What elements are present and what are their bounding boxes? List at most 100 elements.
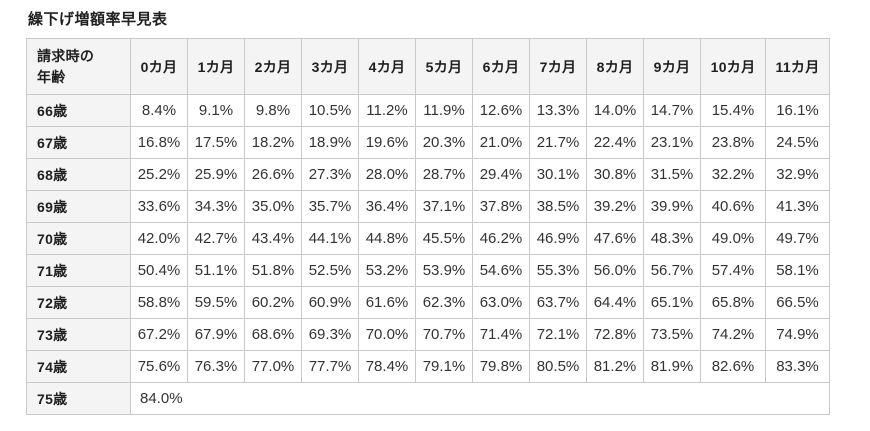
age-row-header: 71歳 <box>26 254 131 287</box>
rate-cell: 36.4% <box>358 190 416 223</box>
rate-cell: 57.4% <box>700 254 766 287</box>
rate-cell: 51.8% <box>244 254 302 287</box>
rate-cell: 27.3% <box>301 158 359 191</box>
age-row-header: 73歳 <box>26 318 131 351</box>
rate-cell: 65.1% <box>643 286 701 319</box>
page-title: 繰下げ増額率早見表 <box>28 11 168 28</box>
rate-cell: 41.3% <box>765 190 830 223</box>
rate-cell: 11.9% <box>415 94 473 127</box>
month-header-cell: 0カ月 <box>130 38 188 95</box>
rate-cell: 28.7% <box>415 158 473 191</box>
rate-cell: 23.1% <box>643 126 701 159</box>
age-row-header: 68歳 <box>26 158 131 191</box>
header-row: 請求時の 年齢 0カ月 1カ月 2カ月 3カ月 4カ月 5カ月 6カ月 7カ月 8カ月 9カ月 10カ… <box>26 38 830 95</box>
rate-cell: 74.2% <box>700 318 766 351</box>
rate-cell: 82.6% <box>700 350 766 383</box>
corner-header-line: 請求時の <box>37 47 95 64</box>
table-row: 73歳 67.2% 67.9% 68.6% 69.3% 70.0% 70.7% 71.4% 72… <box>26 318 830 351</box>
rate-cell: 73.5% <box>643 318 701 351</box>
rate-cell: 66.5% <box>765 286 830 319</box>
month-header-cell: 9カ月 <box>643 38 701 95</box>
rate-cell: 19.6% <box>358 126 416 159</box>
rate-cell: 76.3% <box>187 350 245 383</box>
rate-cell: 25.9% <box>187 158 245 191</box>
month-header-cell: 1カ月 <box>187 38 245 95</box>
rate-cell: 79.8% <box>472 350 530 383</box>
rate-cell: 81.2% <box>586 350 644 383</box>
rate-cell: 33.6% <box>130 190 188 223</box>
rate-cell: 15.4% <box>700 94 766 127</box>
age-row-header: 72歳 <box>26 286 131 319</box>
rate-cell: 71.4% <box>472 318 530 351</box>
rate-cell: 72.1% <box>529 318 587 351</box>
rate-cell: 24.5% <box>765 126 830 159</box>
rate-cell: 16.1% <box>765 94 830 127</box>
rate-cell: 67.2% <box>130 318 188 351</box>
month-header-cell: 7カ月 <box>529 38 587 95</box>
rate-cell: 14.0% <box>586 94 644 127</box>
rate-cell: 83.3% <box>765 350 830 383</box>
month-header-cell: 11カ月 <box>765 38 830 95</box>
rate-cell: 23.8% <box>700 126 766 159</box>
rate-cell: 18.9% <box>301 126 359 159</box>
rate-cell: 32.9% <box>765 158 830 191</box>
table-row: 71歳 50.4% 51.1% 51.8% 52.5% 53.2% 53.9% 54.6% 55… <box>26 254 830 287</box>
rate-cell: 12.6% <box>472 94 530 127</box>
rate-cell: 54.6% <box>472 254 530 287</box>
rate-cell: 20.3% <box>415 126 473 159</box>
month-header-cell: 2カ月 <box>244 38 302 95</box>
table-row: 66歳 8.4% 9.1% 9.8% 10.5% 11.2% 11.9% 12.6% 13.3%… <box>26 94 830 127</box>
rate-cell: 65.8% <box>700 286 766 319</box>
rate-cell: 60.9% <box>301 286 359 319</box>
rate-cell: 75.6% <box>130 350 188 383</box>
rate-cell: 9.8% <box>244 94 302 127</box>
month-header-cell: 4カ月 <box>358 38 416 95</box>
rate-cell: 11.2% <box>358 94 416 127</box>
month-header-cell: 6カ月 <box>472 38 530 95</box>
rate-cell: 21.7% <box>529 126 587 159</box>
table-row: 70歳 42.0% 42.7% 43.4% 44.1% 44.8% 45.5% 46.2% 46… <box>26 222 830 255</box>
rate-cell: 43.4% <box>244 222 302 255</box>
rate-cell: 44.1% <box>301 222 359 255</box>
rate-cell: 39.2% <box>586 190 644 223</box>
age-row-header: 69歳 <box>26 190 131 223</box>
rate-cell: 39.9% <box>643 190 701 223</box>
rate-cell: 64.4% <box>586 286 644 319</box>
rate-cell: 37.8% <box>472 190 530 223</box>
rate-cell: 63.7% <box>529 286 587 319</box>
corner-header-line: 年齢 <box>37 68 66 85</box>
rate-cell: 69.3% <box>301 318 359 351</box>
rate-cell: 49.7% <box>765 222 830 255</box>
rate-cell: 51.1% <box>187 254 245 287</box>
rate-cell: 31.5% <box>643 158 701 191</box>
rate-cell: 38.5% <box>529 190 587 223</box>
rate-cell: 78.4% <box>358 350 416 383</box>
rate-cell: 77.0% <box>244 350 302 383</box>
month-header-cell: 8カ月 <box>586 38 644 95</box>
rate-cell: 42.0% <box>130 222 188 255</box>
age-row-header: 67歳 <box>26 126 131 159</box>
rate-cell: 67.9% <box>187 318 245 351</box>
rate-cell: 44.8% <box>358 222 416 255</box>
table-row: 67歳 16.8% 17.5% 18.2% 18.9% 19.6% 20.3% 21.0% 21… <box>26 126 830 159</box>
rate-cell: 30.1% <box>529 158 587 191</box>
table-row: 74歳 75.6% 76.3% 77.0% 77.7% 78.4% 79.1% 79.8% 80… <box>26 350 830 383</box>
rate-cell: 53.2% <box>358 254 416 287</box>
rate-cell: 37.1% <box>415 190 473 223</box>
rate-cell: 61.6% <box>358 286 416 319</box>
rate-cell: 17.5% <box>187 126 245 159</box>
rate-cell: 42.7% <box>187 222 245 255</box>
month-header-cell: 5カ月 <box>415 38 473 95</box>
rate-cell: 58.1% <box>765 254 830 287</box>
rate-cell: 70.0% <box>358 318 416 351</box>
rate-cell: 46.9% <box>529 222 587 255</box>
rate-cell: 48.3% <box>643 222 701 255</box>
rate-cell: 79.1% <box>415 350 473 383</box>
table-row: 72歳 58.8% 59.5% 60.2% 60.9% 61.6% 62.3% 63.0% 63… <box>26 286 830 319</box>
rate-cell: 25.2% <box>130 158 188 191</box>
deferral-rate-table: 請求時の 年齢 0カ月 1カ月 2カ月 3カ月 4カ月 5カ月 6カ月 7カ月 8カ月 9カ月 10カ… <box>26 38 830 415</box>
rate-cell: 35.7% <box>301 190 359 223</box>
rate-cell: 47.6% <box>586 222 644 255</box>
rate-cell: 28.0% <box>358 158 416 191</box>
rate-cell: 29.4% <box>472 158 530 191</box>
